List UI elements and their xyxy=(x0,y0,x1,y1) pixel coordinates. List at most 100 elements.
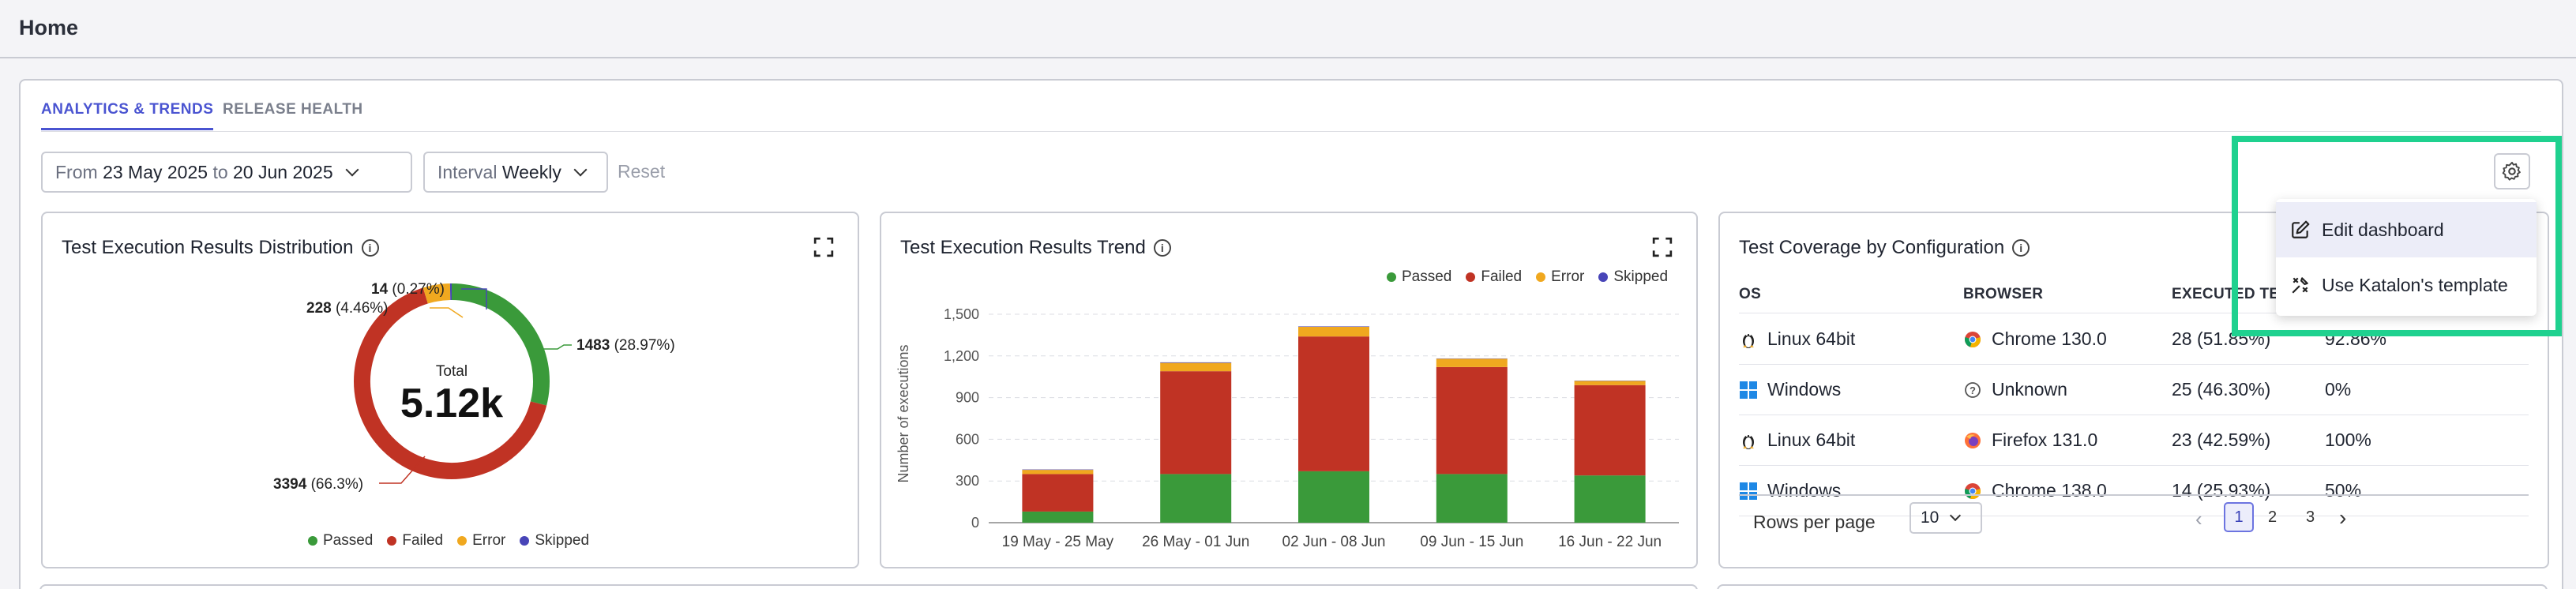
bar-error[interactable] xyxy=(1436,358,1508,367)
coverage-title-text: Test Coverage by Configuration xyxy=(1739,237,2005,258)
y-tick-label: 0 xyxy=(971,515,979,531)
pass-rate-cell: 92.86% xyxy=(2325,328,2387,349)
coverage-card-title: Test Coverage by Configuration i xyxy=(1739,237,2030,259)
bar-skipped[interactable] xyxy=(1022,469,1094,471)
y-tick-label: 600 xyxy=(956,431,979,447)
bar-error[interactable] xyxy=(1160,362,1232,372)
date-range-select[interactable]: From 23 May 2025 to 20 Jun 2025 xyxy=(41,152,412,193)
tab-release-health[interactable]: RELEASE HEALTH xyxy=(223,101,363,118)
executed-cell: 28 (51.85%) xyxy=(2172,328,2271,349)
bar-failed[interactable] xyxy=(1022,474,1094,512)
linux-icon xyxy=(1739,431,1758,450)
donut-outline xyxy=(352,282,551,481)
prev-page-button[interactable]: ‹ xyxy=(2195,507,2202,531)
next-page-button[interactable]: › xyxy=(2339,505,2347,530)
callout-passed: 1483 (28.97%) xyxy=(576,337,675,354)
page-2-button[interactable]: 2 xyxy=(2268,508,2277,526)
pass-rate-cell: 0% xyxy=(2325,379,2352,400)
reset-button[interactable]: Reset xyxy=(618,161,666,182)
distribution-legend: Passed Failed Error Skipped xyxy=(308,532,603,550)
os-cell: Windows xyxy=(1739,480,1841,501)
callout-error: 228 (4.46%) xyxy=(306,300,389,317)
browser-cell: ? Unknown xyxy=(1963,379,2067,400)
rows-per-page-select[interactable]: 10 xyxy=(1909,502,1982,534)
donut-slice-error[interactable] xyxy=(422,283,451,304)
info-icon[interactable]: i xyxy=(2012,239,2030,257)
bar-passed[interactable] xyxy=(1022,511,1094,523)
bar-error[interactable] xyxy=(1298,326,1369,337)
legend-skipped: Skipped xyxy=(1598,268,1668,286)
bar-skipped[interactable] xyxy=(1160,362,1232,363)
bar-error[interactable] xyxy=(1022,470,1094,475)
callout-failed: 3394 (66.3%) xyxy=(273,476,363,493)
legend-skipped: Skipped xyxy=(520,532,589,550)
dashboard-settings-button[interactable] xyxy=(2494,153,2530,189)
menu-item-edit-dashboard[interactable]: Edit dashboard xyxy=(2276,202,2537,257)
bar-failed[interactable] xyxy=(1436,366,1508,475)
chevron-down-icon xyxy=(1950,509,1962,522)
executed-cell: 25 (46.30%) xyxy=(2172,379,2271,400)
date-to-label: to xyxy=(212,161,228,182)
x-tick-label: 19 May - 25 May xyxy=(1002,534,1114,550)
rows-per-page-value: 10 xyxy=(1921,508,1940,527)
table-row[interactable]: Windows Chrome 138.0 14 (25.93%) 50% xyxy=(1739,466,2529,516)
pass-rate-cell: 50% xyxy=(2325,480,2362,501)
browser-cell: Chrome 138.0 xyxy=(1963,480,2107,501)
bar-failed[interactable] xyxy=(1298,336,1369,471)
bar-passed[interactable] xyxy=(1436,474,1508,523)
y-tick-label: 300 xyxy=(956,473,979,489)
donut-slice-passed[interactable] xyxy=(451,283,550,406)
column-header-os[interactable]: OS xyxy=(1739,286,1762,302)
settings-menu: Edit dashboard Use Katalon's template xyxy=(2276,199,2537,316)
table-row[interactable]: Linux 64bit Chrome 130.0 28 (51.85%) 92.86% xyxy=(1739,314,2529,365)
table-row[interactable]: Linux 64bit Firefox 131.0 23 (42.59%) 100% xyxy=(1739,415,2529,466)
column-header-browser[interactable]: BROWSER xyxy=(1963,286,2044,302)
y-tick-label: 1,500 xyxy=(944,306,979,322)
menu-item-use-template[interactable]: Use Katalon's template xyxy=(2276,257,2537,313)
bottom-card-right xyxy=(1717,584,2548,589)
tab-analytics-trends[interactable]: ANALYTICS & TRENDS xyxy=(41,101,214,130)
pass-rate-cell: 100% xyxy=(2325,430,2371,450)
date-to-value: 20 Jun 2025 xyxy=(233,161,333,182)
os-cell: Windows xyxy=(1739,379,1841,400)
bar-passed[interactable] xyxy=(1298,471,1369,523)
windows-icon xyxy=(1739,381,1758,400)
expand-icon[interactable] xyxy=(1652,237,1673,257)
legend-failed: Failed xyxy=(1466,268,1522,286)
page-1-button[interactable]: 1 xyxy=(2224,502,2254,532)
distribution-card-title: Test Execution Results Distribution i xyxy=(62,237,379,259)
bar-failed[interactable] xyxy=(1574,385,1646,476)
firefox-icon xyxy=(1963,431,1982,450)
legend-failed: Failed xyxy=(387,532,443,550)
bar-failed[interactable] xyxy=(1160,371,1232,475)
chevron-down-icon xyxy=(345,163,359,177)
x-tick-label: 16 Jun - 22 Jun xyxy=(1558,534,1662,550)
distribution-card: Test Execution Results Distribution i To… xyxy=(41,212,859,568)
unknown-browser-icon: ? xyxy=(1963,381,1982,400)
callout-skipped: 14 (0.27%) xyxy=(371,281,445,298)
bottom-card-left xyxy=(39,584,1698,589)
trend-title-text: Test Execution Results Trend xyxy=(900,237,1146,258)
page-3-button[interactable]: 3 xyxy=(2306,508,2315,526)
bar-error[interactable] xyxy=(1574,381,1646,385)
chevron-down-icon xyxy=(573,163,588,177)
bar-passed[interactable] xyxy=(1160,474,1232,523)
column-header-executed[interactable]: EXECUTED TE xyxy=(2172,286,2280,302)
rows-per-page-label: Rows per page xyxy=(1753,512,1876,532)
info-icon[interactable]: i xyxy=(1153,239,1171,257)
expand-icon[interactable] xyxy=(813,237,834,257)
donut-center-label: Total xyxy=(436,363,468,380)
os-cell: Linux 64bit xyxy=(1739,328,1855,350)
y-axis-label: Number of executions xyxy=(896,344,911,482)
table-row[interactable]: Windows ? Unknown 25 (46.30%) 0% xyxy=(1739,365,2529,415)
interval-select[interactable]: Interval Weekly xyxy=(423,152,608,193)
gear-icon xyxy=(2502,161,2521,181)
donut-slice-failed[interactable] xyxy=(353,287,548,480)
dashboard-panel: ANALYTICS & TRENDS RELEASE HEALTH From 2… xyxy=(19,79,2563,589)
legend-error: Error xyxy=(457,532,505,550)
bar-skipped[interactable] xyxy=(1298,326,1369,327)
trend-card: Test Execution Results Trend i Passed Fa… xyxy=(880,212,1698,568)
top-bar: Home xyxy=(0,0,2576,58)
info-icon[interactable]: i xyxy=(361,239,379,257)
bar-passed[interactable] xyxy=(1574,475,1646,523)
